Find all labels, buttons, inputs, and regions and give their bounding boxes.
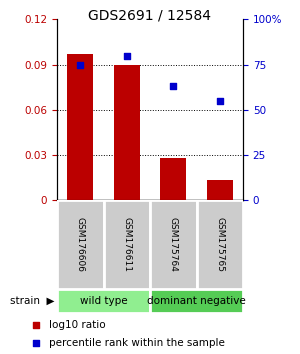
Text: GSM176606: GSM176606: [76, 217, 85, 272]
Bar: [57, 200, 104, 289]
Text: dominant negative: dominant negative: [147, 296, 246, 306]
Point: [33, 340, 38, 346]
Text: wild type: wild type: [80, 296, 127, 306]
Bar: [207, 181, 232, 200]
Point: [124, 53, 129, 58]
Bar: [160, 158, 186, 200]
Point: [218, 98, 222, 103]
Text: GDS2691 / 12584: GDS2691 / 12584: [88, 9, 212, 23]
Point: [78, 62, 83, 67]
Text: GSM176611: GSM176611: [122, 217, 131, 272]
Bar: [114, 64, 140, 200]
Bar: [196, 200, 243, 289]
Bar: [103, 200, 150, 289]
Text: GSM175764: GSM175764: [169, 217, 178, 272]
Bar: [150, 289, 243, 313]
Text: percentile rank within the sample: percentile rank within the sample: [49, 338, 224, 348]
Text: GSM175765: GSM175765: [215, 217, 224, 272]
Bar: [57, 289, 150, 313]
Text: strain  ▶: strain ▶: [10, 296, 54, 306]
Point: [33, 322, 38, 327]
Bar: [150, 200, 196, 289]
Point: [171, 84, 176, 89]
Bar: [68, 54, 93, 200]
Text: log10 ratio: log10 ratio: [49, 320, 105, 330]
